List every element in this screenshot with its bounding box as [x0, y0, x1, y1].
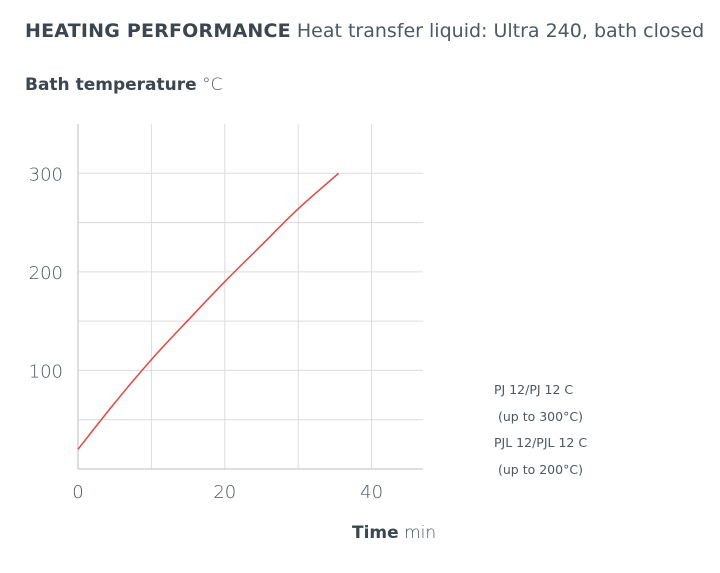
legend-entry-2-model: PJL 12/PJL 12 C [494, 435, 588, 450]
legend-entry-1-range: (up to 300°C) [498, 408, 583, 424]
series-line [77, 172, 340, 450]
x-axis-label: Time [352, 523, 399, 543]
x-axis-title: Time min [352, 523, 436, 543]
y-axis-unit: °C [202, 75, 223, 95]
y-tick-label: 100 [29, 361, 63, 382]
x-axis-unit: min [404, 523, 437, 543]
legend-entry-2-range: (up to 200°C) [498, 461, 583, 477]
chart-title: HEATING PERFORMANCE Heat transfer liquid… [25, 20, 704, 42]
x-tick-label: 20 [213, 482, 236, 503]
legend-entry-1-model: PJ 12/PJ 12 C [494, 382, 574, 397]
chart-subtitle: Heat transfer liquid: Ultra 240, bath cl… [296, 20, 705, 42]
y-axis-title: Bath temperature °C [25, 75, 222, 95]
y-tick-label: 200 [29, 263, 63, 284]
x-tick-label: 40 [360, 482, 383, 503]
y-axis-label: Bath temperature [25, 75, 197, 95]
legend: PJ 12/PJ 12 C (up to 300°C) PJL 12/PJL 1… [494, 377, 587, 483]
y-tick-label: 300 [29, 164, 63, 185]
chart-title-main: HEATING PERFORMANCE [25, 20, 291, 42]
x-tick-label: 0 [72, 482, 83, 503]
